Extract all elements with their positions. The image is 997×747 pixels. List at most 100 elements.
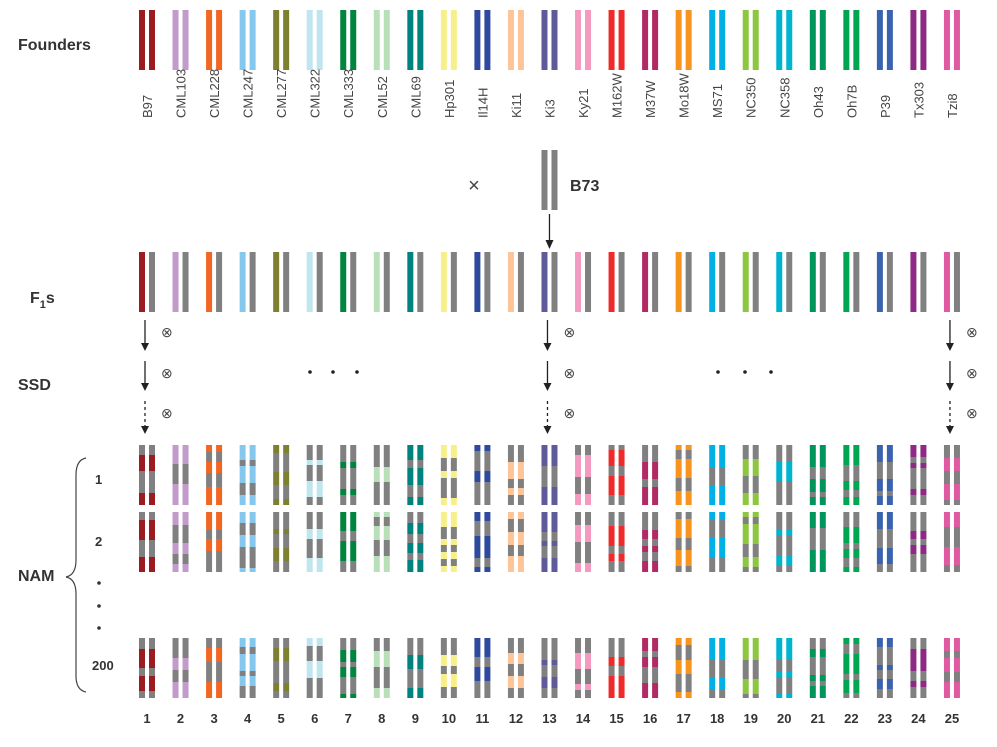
- f1-b73-chromosome: [450, 252, 457, 312]
- founder-chromosome: [407, 10, 414, 70]
- founder-segment: [886, 479, 893, 491]
- b73-segment: [910, 671, 917, 681]
- b73-segment: [608, 666, 615, 676]
- nam-label: NAM: [18, 568, 54, 585]
- b73-segment: [216, 473, 223, 487]
- b73-segment: [776, 659, 783, 672]
- founder-segment: [182, 512, 189, 525]
- founder-segment: [843, 638, 850, 644]
- nam-ril-line: [776, 445, 793, 505]
- founder-segment: [239, 512, 246, 523]
- nam-ril-line: [239, 445, 256, 505]
- founder-segment: [350, 541, 357, 561]
- b73-segment: [920, 539, 927, 545]
- founder-chromosome: [484, 10, 491, 70]
- founder-segment: [383, 512, 390, 517]
- founder-segment: [440, 445, 447, 458]
- nam-ril-line: [373, 445, 390, 505]
- founder-segment: [517, 556, 524, 572]
- founder-segment: [585, 525, 592, 542]
- nam-ril-line: [273, 638, 290, 698]
- nam-ril-line: [407, 512, 424, 572]
- b73-segment: [541, 546, 548, 558]
- founder-chromosome: [685, 10, 692, 70]
- founder-chromosome: [920, 10, 927, 70]
- founder-segment: [239, 445, 246, 460]
- founder-chromosome: [853, 10, 860, 70]
- founder-chromosome: [216, 10, 223, 70]
- founder-segment: [910, 531, 917, 539]
- b73-segment: [709, 467, 716, 486]
- nam-ril-line: [206, 512, 223, 572]
- founder-segment: [809, 479, 816, 492]
- family-number: 24: [911, 711, 926, 726]
- founder-segment: [507, 462, 514, 479]
- b73-segment: [373, 517, 380, 526]
- b73-segment: [350, 531, 357, 541]
- self-symbol: ⊗: [563, 324, 575, 340]
- founder-tx303: Tx303: [910, 10, 927, 118]
- b73-segment: [853, 512, 860, 527]
- b73-segment: [239, 523, 246, 535]
- b73-segment: [843, 558, 850, 567]
- founder-segment: [853, 638, 860, 644]
- f1-hybrid: [172, 252, 189, 312]
- b73-segment: [575, 669, 582, 684]
- founder-segment: [551, 677, 558, 688]
- b73-segment: [450, 545, 457, 552]
- founder-ms71: MS71: [709, 10, 726, 118]
- f1-founder-chromosome: [306, 252, 313, 312]
- founder-segment: [786, 462, 793, 481]
- founder-segment: [373, 526, 380, 540]
- b73-segment: [719, 520, 726, 537]
- founder-chromosome: [172, 10, 179, 70]
- founder-segment: [206, 648, 213, 662]
- b73-segment: [910, 495, 917, 505]
- family-number: 5: [278, 711, 285, 726]
- founder-name: MS71: [710, 84, 725, 118]
- b73-segment: [373, 638, 380, 651]
- founder-segment: [742, 679, 749, 694]
- founder-name: NC358: [777, 78, 792, 118]
- b73-segment: [843, 644, 850, 654]
- b73-segment: [249, 523, 256, 535]
- b73-segment: [920, 468, 927, 489]
- b73-segment: [886, 529, 893, 548]
- vertical-ellipsis-dot: [97, 626, 101, 630]
- founder-segment: [182, 445, 189, 464]
- founder-name: CML52: [375, 76, 390, 118]
- founder-segment: [642, 561, 649, 572]
- b73-segment: [283, 638, 290, 648]
- f1-hybrid: [306, 252, 323, 312]
- founder-segment: [273, 648, 280, 661]
- b73-segment: [943, 471, 950, 484]
- founder-segment: [742, 557, 749, 567]
- founder-segment: [719, 486, 726, 505]
- b73-segment: [517, 664, 524, 676]
- b73-segment: [608, 512, 615, 526]
- self-symbol: ⊗: [161, 405, 173, 421]
- founder-segment: [484, 667, 491, 681]
- b73-segment: [484, 681, 491, 698]
- b73-segment: [450, 666, 457, 674]
- b73-segment: [139, 471, 145, 493]
- founder-segment: [149, 676, 155, 691]
- founder-segment: [373, 467, 380, 482]
- founder-hp301: Hp301: [440, 10, 457, 118]
- f1-founder-chromosome: [440, 252, 447, 312]
- founder-segment: [675, 692, 682, 698]
- b73-chromosome: [541, 150, 548, 210]
- founder-segment: [149, 557, 155, 572]
- b73-segment: [507, 664, 514, 676]
- b73-segment: [953, 651, 960, 658]
- b73-segment: [216, 530, 223, 539]
- founder-segment: [507, 488, 514, 495]
- founder-mo18w: Mo18W: [675, 10, 692, 118]
- b73-segment: [517, 545, 524, 556]
- f1-founder-chromosome: [139, 252, 145, 312]
- founder-segment: [920, 463, 927, 468]
- founder-segment: [417, 655, 424, 669]
- founder-segment: [776, 638, 783, 659]
- family-number: 18: [710, 711, 724, 726]
- b73-segment: [206, 638, 213, 648]
